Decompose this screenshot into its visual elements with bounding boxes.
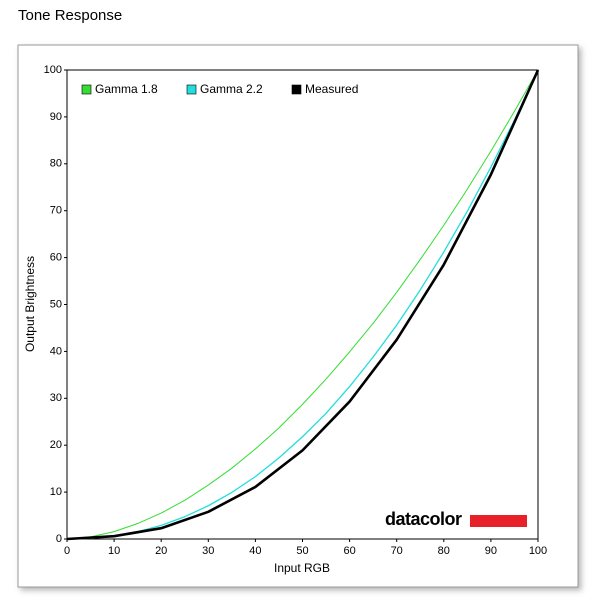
legend-label: Gamma 1.8 [95, 82, 158, 96]
y-tick-label: 50 [50, 298, 62, 310]
legend-label: Gamma 2.2 [200, 82, 263, 96]
y-axis-label: Output Brightness [23, 256, 37, 352]
x-tick-label: 10 [108, 545, 120, 557]
y-tick-label: 90 [50, 111, 62, 123]
y-tick-label: 70 [50, 205, 62, 217]
y-tick-label: 10 [50, 486, 62, 498]
legend-label: Measured [305, 82, 358, 96]
legend-swatch [291, 84, 302, 95]
x-tick-label: 40 [249, 545, 261, 557]
x-tick-label: 100 [529, 545, 547, 557]
x-tick-label: 20 [155, 545, 167, 557]
x-tick-label: 50 [296, 545, 308, 557]
page-title: Tone Response [18, 7, 122, 24]
y-tick-label: 20 [50, 439, 62, 451]
y-tick-label: 60 [50, 252, 62, 264]
legend-swatch [81, 84, 92, 95]
y-tick-label: 100 [44, 64, 62, 76]
x-tick-label: 80 [438, 545, 450, 557]
legend-swatch [186, 84, 197, 95]
x-axis-label: Input RGB [274, 561, 330, 575]
chart-frame [17, 44, 579, 588]
series-line [66, 69, 540, 541]
series-line [66, 69, 539, 540]
y-tick-label: 0 [56, 533, 62, 545]
y-tick-label: 30 [50, 392, 62, 404]
watermark: datacolor [385, 509, 462, 529]
y-tick-label: 40 [50, 345, 62, 357]
x-tick-label: 30 [202, 545, 214, 557]
watermark-bar [470, 515, 527, 527]
x-tick-label: 60 [343, 545, 355, 557]
x-tick-label: 0 [64, 545, 70, 557]
x-tick-label: 90 [485, 545, 497, 557]
x-tick-label: 70 [391, 545, 403, 557]
y-tick-label: 80 [50, 158, 62, 170]
